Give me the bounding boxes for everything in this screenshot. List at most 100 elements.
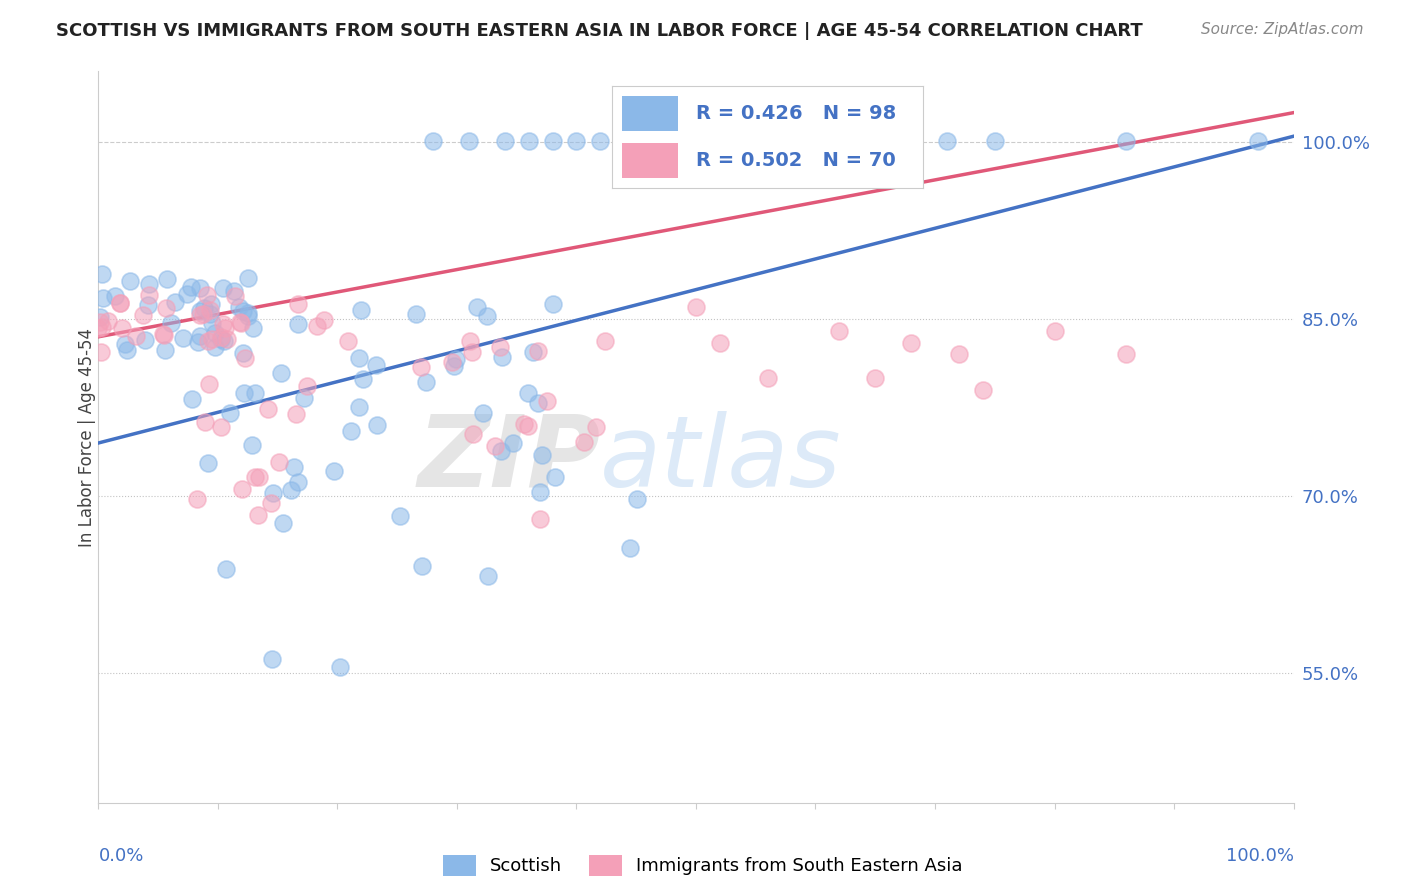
Point <box>422 134 444 148</box>
Point <box>517 418 540 433</box>
Point <box>114 337 136 351</box>
Point <box>292 391 315 405</box>
Point <box>626 491 648 506</box>
Point <box>180 280 202 294</box>
Point <box>238 270 260 285</box>
Point <box>585 420 607 434</box>
Point <box>948 347 970 361</box>
Point <box>212 317 235 331</box>
Point <box>366 418 388 433</box>
Point <box>271 516 294 530</box>
Point <box>488 341 510 355</box>
Point <box>458 334 481 348</box>
Point <box>153 328 176 343</box>
Point <box>90 344 112 359</box>
Point <box>152 327 174 342</box>
Point <box>108 296 131 310</box>
Point <box>270 366 292 380</box>
Point <box>541 296 564 310</box>
Point <box>527 396 550 410</box>
Point <box>247 508 270 523</box>
Text: ZIP: ZIP <box>418 410 600 508</box>
Point <box>240 438 263 452</box>
Point <box>125 329 148 343</box>
Point <box>120 274 142 288</box>
Point <box>415 376 437 390</box>
Point <box>484 439 506 453</box>
Point <box>232 385 254 400</box>
Point <box>1115 134 1137 148</box>
Text: Source: ZipAtlas.com: Source: ZipAtlas.com <box>1201 22 1364 37</box>
Point <box>900 335 922 350</box>
Point <box>247 470 270 484</box>
Point <box>132 308 155 322</box>
Point <box>364 358 387 372</box>
Point <box>349 351 371 365</box>
Point <box>349 401 371 415</box>
Point <box>236 309 259 323</box>
Point <box>111 320 134 334</box>
Point <box>756 134 779 148</box>
Point <box>465 300 488 314</box>
Point <box>411 558 433 573</box>
Point <box>494 134 516 148</box>
Point <box>458 134 481 148</box>
Point <box>352 372 374 386</box>
Point <box>209 330 232 344</box>
Point <box>572 434 595 449</box>
Point <box>461 345 484 359</box>
Point <box>229 315 252 329</box>
Point <box>188 308 211 322</box>
Legend: Scottish, Immigrants from South Eastern Asia: Scottish, Immigrants from South Eastern … <box>436 847 970 883</box>
Point <box>200 297 222 311</box>
Point <box>197 456 219 470</box>
Point <box>186 491 208 506</box>
Point <box>136 298 159 312</box>
Point <box>544 469 567 483</box>
Point <box>91 267 114 281</box>
Point <box>589 134 612 148</box>
Point <box>477 309 499 323</box>
Point <box>219 406 242 420</box>
Point <box>89 315 111 329</box>
Point <box>340 424 363 438</box>
Point <box>198 303 221 318</box>
Point <box>283 459 305 474</box>
Point <box>243 386 266 401</box>
Point <box>212 334 235 348</box>
Point <box>222 284 245 298</box>
Point <box>287 318 309 332</box>
Point <box>153 343 176 357</box>
Point <box>804 134 827 148</box>
Point <box>269 455 291 469</box>
Point <box>984 134 1007 148</box>
Point <box>513 417 536 432</box>
Point <box>337 334 360 348</box>
Point <box>155 301 177 315</box>
Text: SCOTTISH VS IMMIGRANTS FROM SOUTH EASTERN ASIA IN LABOR FORCE | AGE 45-54 CORREL: SCOTTISH VS IMMIGRANTS FROM SOUTH EASTER… <box>56 22 1143 40</box>
Point <box>262 652 284 666</box>
Point <box>389 509 412 524</box>
Point <box>224 288 246 302</box>
Point <box>211 281 233 295</box>
Point <box>411 359 433 374</box>
Point <box>97 314 120 328</box>
Point <box>471 406 494 420</box>
Point <box>115 343 138 358</box>
Point <box>233 351 256 365</box>
Point <box>201 316 224 330</box>
Text: atlas: atlas <box>600 410 842 508</box>
Point <box>91 291 114 305</box>
Point <box>1043 324 1066 338</box>
Point <box>242 321 264 335</box>
Point <box>108 295 131 310</box>
Point <box>530 448 553 462</box>
Point <box>685 301 707 315</box>
Point <box>1115 347 1137 361</box>
Point <box>527 343 550 358</box>
Y-axis label: In Labor Force | Age 45-54: In Labor Force | Age 45-54 <box>79 327 96 547</box>
Point <box>865 371 887 385</box>
Point <box>231 483 253 497</box>
Point <box>214 320 236 334</box>
Point <box>156 272 179 286</box>
